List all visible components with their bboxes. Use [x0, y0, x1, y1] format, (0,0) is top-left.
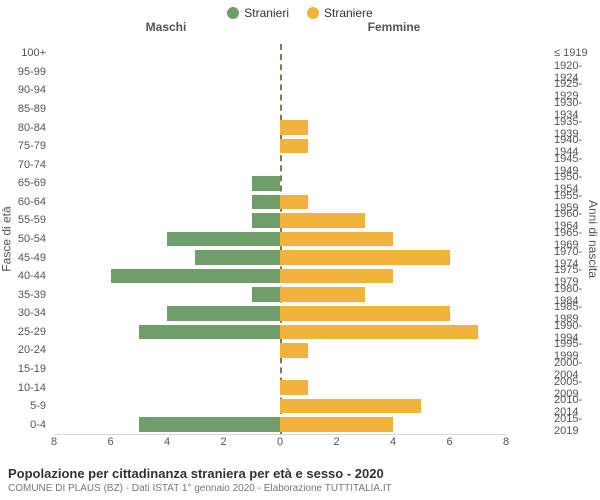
pyramid-row — [54, 44, 506, 63]
pyramid-row — [54, 137, 506, 156]
y-tick-left: 90-94 — [0, 81, 50, 100]
bar-male — [252, 195, 280, 210]
bar-male — [252, 176, 280, 191]
y-tick-left: 40-44 — [0, 267, 50, 286]
bar-female — [280, 269, 393, 284]
pyramid-row — [54, 81, 506, 100]
y-tick-left: 55-59 — [0, 211, 50, 230]
pyramid-row — [54, 323, 506, 342]
pyramid-row — [54, 415, 506, 434]
bar-female — [280, 120, 308, 135]
pyramid-row — [54, 211, 506, 230]
bar-female — [280, 325, 478, 340]
legend-label-male: Stranieri — [244, 6, 289, 20]
bar-female — [280, 195, 308, 210]
bar-male — [139, 417, 280, 432]
bar-male — [167, 232, 280, 247]
pyramid-row — [54, 360, 506, 379]
bar-female — [280, 213, 365, 228]
y-tick-left: 20-24 — [0, 341, 50, 360]
x-tick: 0 — [277, 436, 283, 448]
x-tick: 2 — [220, 436, 226, 448]
legend-item-female: Straniere — [307, 6, 373, 20]
legend-item-male: Stranieri — [227, 6, 289, 20]
pyramid-row — [54, 248, 506, 267]
pyramid-row — [54, 285, 506, 304]
y-tick-left: 25-29 — [0, 323, 50, 342]
y-tick-left: 100+ — [0, 44, 50, 63]
y-tick-left: 50-54 — [0, 230, 50, 249]
pyramid-row — [54, 341, 506, 360]
x-tick: 8 — [503, 436, 509, 448]
y-tick-left: 60-64 — [0, 193, 50, 212]
bar-female — [280, 306, 450, 321]
y-tick-right: 2015-2019 — [550, 415, 600, 434]
bar-female — [280, 343, 308, 358]
y-tick-left: 75-79 — [0, 137, 50, 156]
bar-male — [195, 250, 280, 265]
bar-female — [280, 417, 393, 432]
pyramid-row — [54, 63, 506, 82]
y-tick-left: 5-9 — [0, 397, 50, 416]
x-tick: 6 — [446, 436, 452, 448]
bar-male — [252, 287, 280, 302]
bar-male — [111, 269, 281, 284]
pyramid-chart-container: Stranieri Straniere Maschi Femmine Fasce… — [0, 0, 600, 500]
pyramid-row — [54, 304, 506, 323]
pyramid-row — [54, 118, 506, 137]
y-tick-left: 30-34 — [0, 304, 50, 323]
chart-title: Popolazione per cittadinanza straniera p… — [8, 466, 392, 481]
pyramid-row — [54, 267, 506, 286]
bar-female — [280, 139, 308, 154]
bar-male — [167, 306, 280, 321]
pyramid-row — [54, 174, 506, 193]
pyramid-row — [54, 155, 506, 174]
legend-swatch-female — [307, 7, 319, 19]
x-tick: 4 — [390, 436, 396, 448]
y-tick-left: 10-14 — [0, 378, 50, 397]
chart-footer: Popolazione per cittadinanza straniera p… — [8, 466, 392, 494]
pyramid-row — [54, 100, 506, 119]
pyramid-row — [54, 378, 506, 397]
bar-male — [252, 213, 280, 228]
bar-male — [139, 325, 280, 340]
bar-female — [280, 287, 365, 302]
chart-area: 864202468 100+≤ 191995-991920-192490-941… — [0, 44, 600, 462]
y-tick-left: 85-89 — [0, 100, 50, 119]
legend-label-female: Straniere — [324, 6, 373, 20]
y-tick-left: 35-39 — [0, 285, 50, 304]
y-tick-left: 95-99 — [0, 63, 50, 82]
y-tick-left: 80-84 — [0, 118, 50, 137]
pyramid-row — [54, 193, 506, 212]
x-axis-ticks: 8 6 4 2 0 2 4 6 8 — [54, 436, 506, 450]
chart-subtitle: COMUNE DI PLAUS (BZ) - Dati ISTAT 1° gen… — [8, 483, 392, 494]
y-tick-left: 70-74 — [0, 155, 50, 174]
x-tick: 4 — [164, 436, 170, 448]
y-tick-left: 0-4 — [0, 415, 50, 434]
x-tick: 6 — [107, 436, 113, 448]
bar-female — [280, 380, 308, 395]
pyramid-row — [54, 397, 506, 416]
y-tick-left: 65-69 — [0, 174, 50, 193]
y-tick-left: 45-49 — [0, 248, 50, 267]
bar-female — [280, 250, 450, 265]
x-tick: 8 — [51, 436, 57, 448]
x-tick: 2 — [333, 436, 339, 448]
bar-female — [280, 232, 393, 247]
pyramid-row — [54, 230, 506, 249]
legend-swatch-male — [227, 7, 239, 19]
column-headers: Maschi Femmine — [0, 20, 600, 38]
bar-female — [280, 399, 421, 414]
plot-area — [54, 44, 506, 435]
chart-legend: Stranieri Straniere — [0, 0, 600, 20]
header-female: Femmine — [282, 20, 506, 34]
header-male: Maschi — [54, 20, 278, 34]
y-tick-left: 15-19 — [0, 360, 50, 379]
